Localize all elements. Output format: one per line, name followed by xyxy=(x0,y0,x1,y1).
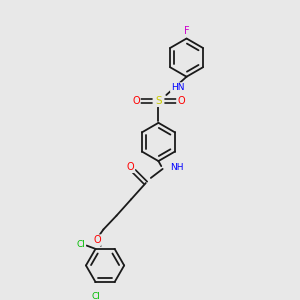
Text: F: F xyxy=(184,26,189,37)
Text: O: O xyxy=(132,96,140,106)
Text: Cl: Cl xyxy=(91,292,100,300)
Text: O: O xyxy=(127,162,134,172)
Text: NH: NH xyxy=(170,163,184,172)
Text: O: O xyxy=(177,96,185,106)
Text: S: S xyxy=(155,96,162,106)
Text: O: O xyxy=(93,235,101,245)
Text: HN: HN xyxy=(171,83,184,92)
Text: Cl: Cl xyxy=(76,241,85,250)
